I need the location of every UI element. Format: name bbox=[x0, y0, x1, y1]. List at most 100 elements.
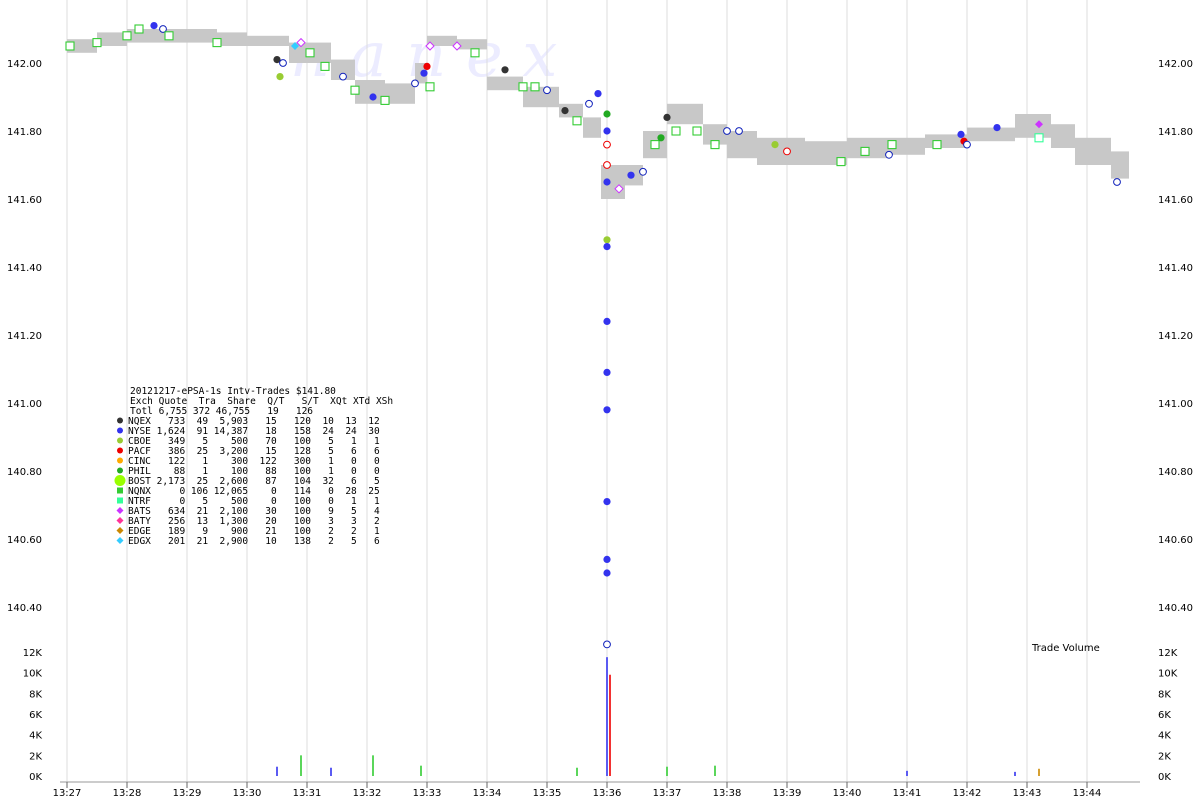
price-tick-label-right: 141.40 bbox=[1158, 263, 1193, 274]
trade-marker bbox=[150, 22, 158, 30]
trade-marker bbox=[860, 146, 870, 156]
trade-marker bbox=[603, 127, 611, 135]
volume-bar bbox=[714, 765, 716, 776]
volume-tick-label-left: 8K bbox=[29, 689, 42, 700]
volume-bar bbox=[276, 766, 278, 776]
trade-marker bbox=[65, 41, 75, 51]
nbbo-band-segment bbox=[583, 117, 601, 138]
legend-row-text: BATY 256 13 1,300 20 100 3 3 2 bbox=[128, 516, 380, 527]
volume-bar bbox=[606, 657, 608, 776]
x-tick-label: 13:36 bbox=[593, 788, 622, 799]
trade-marker bbox=[594, 90, 602, 98]
price-tick-label-left: 141.20 bbox=[7, 331, 42, 342]
legend-row-text: NTRF 0 5 500 0 100 0 1 1 bbox=[128, 496, 380, 507]
nbbo-band-segment bbox=[667, 103, 703, 125]
volume-tick-label-right: 6K bbox=[1158, 710, 1171, 721]
trade-marker bbox=[614, 184, 624, 194]
price-tick-label-right: 141.80 bbox=[1158, 127, 1193, 138]
price-tick-label-right: 140.80 bbox=[1158, 467, 1193, 478]
trade-marker bbox=[603, 368, 611, 376]
trade-marker bbox=[134, 24, 144, 34]
legend-marker bbox=[117, 437, 123, 444]
legend-marker bbox=[117, 447, 123, 454]
volume-bar bbox=[906, 770, 908, 776]
trade-marker bbox=[369, 93, 377, 101]
volume-tick-label-right: 2K bbox=[1158, 751, 1171, 762]
trade-marker bbox=[1034, 133, 1044, 143]
volume-tick-label-left: 2K bbox=[29, 751, 42, 762]
trade-marker bbox=[963, 140, 971, 149]
trade-marker bbox=[296, 37, 306, 48]
trade-marker bbox=[663, 113, 671, 121]
trade-marker bbox=[957, 130, 965, 138]
x-tick-label: 13:42 bbox=[953, 788, 982, 799]
legend-row-text: PHIL 88 1 100 88 100 1 0 0 bbox=[128, 466, 380, 477]
x-tick-label: 13:32 bbox=[353, 788, 382, 799]
trade-marker bbox=[603, 569, 611, 577]
legend-marker bbox=[117, 417, 123, 424]
trade-marker bbox=[603, 406, 611, 414]
trade-marker bbox=[932, 140, 942, 150]
nbbo-band-segment bbox=[1051, 124, 1075, 148]
legend-marker bbox=[116, 507, 124, 514]
nbbo-band-segment bbox=[727, 131, 757, 159]
trade-marker bbox=[771, 141, 779, 149]
trade-marker bbox=[423, 62, 431, 70]
axes: 13:27 13:28 13:29 13:30 13:31 13:32 13:33 13:34… bbox=[7, 59, 1193, 799]
legend-marker bbox=[116, 537, 124, 544]
legend-row-text: NQEX 733 49 5,903 15 120 10 13 12 bbox=[128, 416, 380, 427]
price-tick-label-right: 141.00 bbox=[1158, 399, 1193, 410]
trade-marker bbox=[1113, 178, 1121, 186]
volume-bar bbox=[576, 767, 578, 776]
trade-markers bbox=[65, 22, 1121, 649]
trade-marker bbox=[530, 82, 540, 92]
trade-marker bbox=[887, 140, 897, 150]
trade-marker bbox=[603, 110, 611, 118]
trade-marker bbox=[603, 161, 611, 169]
trade-marker bbox=[425, 82, 435, 92]
trade-marker bbox=[122, 31, 132, 41]
trade-marker bbox=[279, 59, 287, 67]
trade-marker bbox=[585, 99, 593, 108]
legend-marker bbox=[117, 487, 123, 494]
trade-marker bbox=[572, 116, 582, 126]
x-tick-label: 13:28 bbox=[113, 788, 142, 799]
volume-tick-label-left: 12K bbox=[23, 648, 43, 659]
trade-marker bbox=[627, 171, 635, 179]
legend-row-text: CBOE 349 5 500 70 100 5 1 1 bbox=[128, 436, 380, 447]
nbbo-band-segment bbox=[427, 35, 457, 46]
legend-marker bbox=[114, 475, 126, 486]
price-tick-label-left: 140.40 bbox=[7, 603, 42, 614]
trade-marker bbox=[603, 640, 611, 649]
legend-title: 20121217-ePSA-1s Intv-Trades $141.80 bbox=[130, 386, 336, 397]
trade-marker bbox=[639, 167, 647, 176]
trade-marker bbox=[723, 127, 731, 135]
trade-marker bbox=[603, 140, 611, 149]
price-tick-label-right: 142.00 bbox=[1158, 59, 1193, 70]
legend-marker bbox=[117, 497, 123, 504]
legend-total: Totl 6,755 372 46,755 19 126 bbox=[130, 406, 313, 417]
price-tick-label-left: 141.60 bbox=[7, 195, 42, 206]
trade-marker bbox=[543, 86, 551, 95]
trade-marker bbox=[212, 38, 222, 48]
nbbo-band-segment bbox=[1015, 114, 1051, 138]
price-tick-label-left: 142.00 bbox=[7, 59, 42, 70]
x-tick-label: 13:33 bbox=[413, 788, 442, 799]
price-tick-label-left: 141.80 bbox=[7, 127, 42, 138]
trade-marker bbox=[164, 31, 174, 41]
trade-marker bbox=[425, 41, 435, 51]
x-tick-label: 13:41 bbox=[893, 788, 922, 799]
volume-tick-label-left: 0K bbox=[29, 772, 42, 783]
trade-marker bbox=[1035, 120, 1043, 129]
legend-header: Exch Quote Tra Share Q/T S/T XQt XTd XSh bbox=[130, 396, 393, 407]
nbbo-band-segment bbox=[487, 76, 523, 91]
legend-row-text: CINC 122 1 300 122 300 1 0 0 bbox=[128, 456, 380, 467]
x-tick-label: 13:39 bbox=[773, 788, 802, 799]
nbbo-band-segment bbox=[217, 32, 247, 46]
x-tick-label: 13:27 bbox=[53, 788, 82, 799]
price-tick-label-right: 140.40 bbox=[1158, 603, 1193, 614]
trade-marker bbox=[305, 48, 315, 58]
trade-marker bbox=[603, 498, 611, 506]
nbbo-band-segment bbox=[967, 127, 1015, 142]
